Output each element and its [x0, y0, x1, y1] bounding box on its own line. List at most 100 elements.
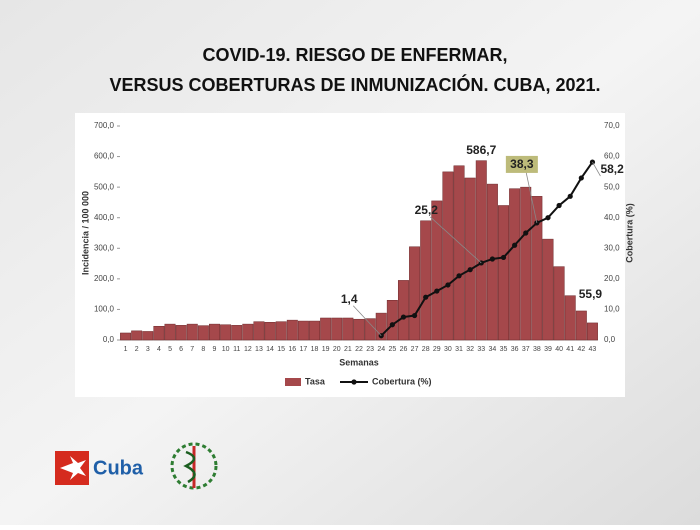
x-tick-label: 9: [213, 346, 217, 353]
x-tick-label: 26: [400, 346, 408, 353]
line: [380, 161, 594, 337]
bar: [575, 310, 587, 341]
line-point: [411, 312, 418, 319]
line-point: [556, 202, 562, 209]
label-box: [505, 155, 538, 173]
y-axis-label: Incidencia / 100 000: [80, 191, 90, 275]
legend-swatch: [285, 378, 301, 386]
line-point: [500, 254, 507, 261]
leader-line: [525, 170, 538, 223]
x-tick-label: 38: [533, 346, 541, 353]
leader-line: [352, 305, 382, 336]
line-point: [434, 288, 440, 294]
y-tick-label: 0,0: [103, 335, 115, 344]
bar: [486, 183, 498, 341]
bar: [364, 318, 376, 341]
bar: [420, 220, 432, 341]
emblem-snake: [183, 450, 196, 484]
bar: [353, 318, 365, 341]
x-tick-label: 4: [157, 346, 161, 353]
x-tick-label: 36: [511, 346, 519, 353]
x-tick-label: 25: [388, 346, 396, 353]
bar: [453, 165, 465, 341]
bar: [142, 331, 154, 341]
x-tick-label: 19: [322, 346, 330, 353]
x-tick-label: 37: [522, 346, 530, 353]
y2-tick-label: 50,0: [604, 182, 620, 191]
y2-tick-label: 40,0: [604, 213, 620, 222]
x-tick-label: 3: [146, 346, 150, 353]
bar: [509, 188, 521, 341]
data-label: 1,4: [341, 292, 358, 306]
legend-label: Tasa: [305, 376, 326, 386]
x-tick-label: 18: [311, 346, 319, 353]
x-tick-label: 27: [411, 346, 419, 353]
line-point: [389, 322, 395, 328]
bar: [197, 325, 209, 341]
bar: [220, 324, 232, 341]
x-tick-label: 7: [190, 346, 194, 353]
y2-tick-label: 10,0: [604, 305, 620, 314]
line-point: [445, 282, 451, 288]
logo-text: Cuba: [93, 457, 144, 479]
line-point: [456, 273, 462, 279]
line-point: [523, 230, 529, 236]
bar: [120, 332, 132, 341]
bar: [342, 317, 354, 341]
x-tick-label: 8: [201, 346, 205, 353]
bar: [542, 238, 554, 341]
data-label: 55,9: [579, 287, 603, 301]
bar: [264, 322, 276, 341]
leader-line: [592, 161, 601, 177]
x-tick-label: 33: [477, 346, 485, 353]
bar: [131, 330, 143, 341]
bar: [375, 312, 387, 341]
bar: [553, 266, 565, 341]
line-point: [467, 267, 473, 273]
x-tick-label: 22: [355, 346, 363, 353]
cuba-logo: Cuba: [55, 451, 144, 485]
emblem: [170, 442, 218, 490]
emblem-wreath: [170, 442, 218, 490]
bar: [186, 323, 198, 341]
bar: [464, 177, 476, 341]
bar: [275, 321, 287, 341]
x-tick-label: 12: [244, 346, 252, 353]
bar: [153, 325, 165, 341]
x-tick-label: 14: [266, 346, 274, 353]
x-tick-label: 13: [255, 346, 263, 353]
x-axis-label: Semanas: [339, 357, 379, 367]
line-point: [545, 215, 551, 221]
y2-axis-label: Cobertura (%): [624, 203, 634, 263]
bar: [286, 319, 298, 341]
x-tick-label: 43: [589, 346, 597, 353]
bar: [231, 325, 243, 341]
bar: [531, 196, 543, 341]
bar: [242, 323, 254, 341]
x-tick-label: 42: [577, 346, 585, 353]
bar: [331, 317, 343, 341]
x-tick-label: 21: [344, 346, 352, 353]
leader-line: [430, 216, 482, 264]
y-tick-label: 500,0: [94, 182, 115, 191]
bar: [442, 171, 454, 341]
x-tick-label: 30: [444, 346, 452, 353]
x-tick-label: 10: [222, 346, 230, 353]
bar: [320, 317, 332, 341]
bar: [175, 325, 187, 341]
line-point: [512, 242, 518, 248]
data-label: 38,3: [510, 157, 534, 171]
title-line: COVID-19. RIESGO DE ENFERMAR,: [202, 45, 507, 65]
bar: [253, 321, 265, 341]
bar: [475, 160, 487, 341]
y2-tick-label: 70,0: [604, 121, 620, 130]
x-tick-label: 40: [555, 346, 563, 353]
x-tick-label: 35: [500, 346, 508, 353]
x-tick-label: 1: [124, 346, 128, 353]
bar: [164, 323, 176, 341]
x-tick-label: 15: [277, 346, 285, 353]
x-tick-label: 32: [466, 346, 474, 353]
x-tick-label: 24: [377, 346, 385, 353]
data-label: 25,2: [415, 203, 439, 217]
